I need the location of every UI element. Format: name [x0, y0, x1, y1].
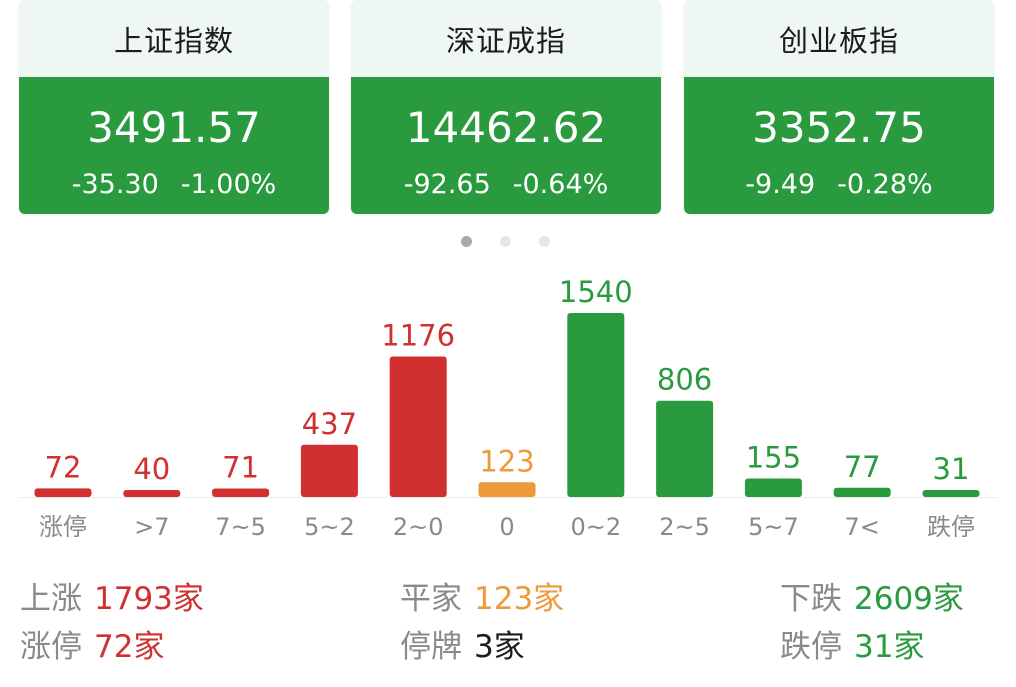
index-card-title: 创业板指: [684, 0, 994, 77]
index-card-chinext[interactable]: 创业板指 3352.75 -9.49 -0.28%: [684, 0, 994, 214]
index-value: 3352.75: [752, 103, 926, 152]
pager-dot[interactable]: [539, 236, 550, 247]
stat-label: 涨停: [20, 629, 82, 665]
chart-bar: [656, 400, 714, 497]
chart-category-label: 7<: [845, 513, 880, 541]
stat-label: 下跌: [780, 581, 842, 617]
stat-fall: 下跌 2609家: [780, 573, 964, 618]
price-change-distribution-chart: 72 涨停 40 >7 71 7~5 437 5~2 1176 2~0 123 0 1540 0~2 806…: [18, 275, 998, 541]
stat-label: 上涨: [20, 581, 82, 617]
chart-category-label: 2~0: [393, 513, 444, 541]
stat-value: 1793家: [94, 581, 204, 617]
chart-category-label: >7: [134, 513, 169, 541]
chart-data-label: 1176: [381, 318, 455, 352]
stat-value: 123家: [474, 581, 565, 617]
chart-data-label: 155: [746, 440, 801, 474]
chart-category-label: 5~7: [748, 513, 799, 541]
chart-data-label: 77: [844, 450, 881, 484]
chart-data-label: 31: [933, 452, 970, 486]
chart-category-label: 5~2: [304, 513, 355, 541]
chart-bar: [567, 313, 625, 497]
chart-data-label: 437: [302, 407, 357, 441]
index-card-body: 14462.62 -92.65 -0.64%: [351, 77, 661, 214]
index-value: 14462.62: [405, 103, 607, 152]
index-change: -92.65: [403, 169, 491, 200]
chart-data-label: 1540: [559, 275, 633, 309]
stat-value: 2609家: [854, 581, 964, 617]
index-change-pct: -1.00%: [180, 169, 277, 200]
chart-data-label: 71: [222, 451, 259, 485]
chart-category-label: 跌停: [927, 513, 975, 541]
stat-value: 31家: [854, 629, 925, 665]
index-change-row: -9.49 -0.28%: [684, 169, 994, 200]
chart-category-label: 0~2: [570, 513, 621, 541]
chart-data-label: 40: [133, 452, 170, 486]
index-card-shanghai[interactable]: 上证指数 3491.57 -35.30 -1.00%: [19, 0, 329, 214]
stat-rise: 上涨 1793家: [20, 573, 204, 618]
chart-category-label: 2~5: [659, 513, 710, 541]
pager-dot[interactable]: [461, 236, 472, 247]
stat-label: 停牌: [400, 629, 462, 665]
chart-category-label: 7~5: [215, 513, 266, 541]
index-value: 3491.57: [87, 103, 261, 152]
chart-bar: [478, 482, 536, 497]
index-change-row: -92.65 -0.64%: [351, 169, 661, 200]
index-card-shenzhen[interactable]: 深证成指 14462.62 -92.65 -0.64%: [351, 0, 661, 214]
chart-bar: [833, 487, 891, 497]
chart-bar: [300, 444, 358, 497]
stat-label: 跌停: [780, 629, 842, 665]
stat-value: 3家: [474, 629, 525, 665]
stat-limit-down: 跌停 31家: [780, 621, 924, 666]
stat-label: 平家: [400, 581, 462, 617]
carousel-pager: [0, 236, 1016, 248]
chart-data-label: 123: [479, 444, 534, 478]
chart-bar: [922, 490, 980, 497]
index-change-pct: -0.64%: [512, 169, 609, 200]
index-card-title: 深证成指: [351, 0, 661, 77]
chart-data-label: 72: [45, 450, 82, 484]
index-change-pct: -0.28%: [837, 169, 933, 200]
index-change-row: -35.30 -1.00%: [19, 169, 329, 200]
chart-data-label: 806: [657, 363, 712, 397]
chart-bar: [212, 488, 270, 497]
stat-value: 72家: [94, 629, 165, 665]
chart-bar: [123, 490, 181, 497]
index-change: -9.49: [745, 169, 816, 200]
chart-category-label: 0: [499, 513, 514, 541]
pager-dot[interactable]: [500, 236, 511, 247]
index-card-body: 3491.57 -35.30 -1.00%: [19, 77, 329, 214]
index-card-body: 3352.75 -9.49 -0.28%: [684, 77, 994, 214]
stat-flat: 平家 123家: [400, 573, 564, 618]
chart-bar: [389, 356, 447, 497]
index-card-title: 上证指数: [19, 0, 329, 77]
chart-category-label: 涨停: [39, 513, 87, 541]
chart-bar: [744, 478, 802, 497]
stat-limit-up: 涨停 72家: [20, 621, 164, 666]
chart-bar: [34, 488, 92, 497]
stat-suspended: 停牌 3家: [400, 621, 525, 666]
index-change: -35.30: [71, 169, 159, 200]
